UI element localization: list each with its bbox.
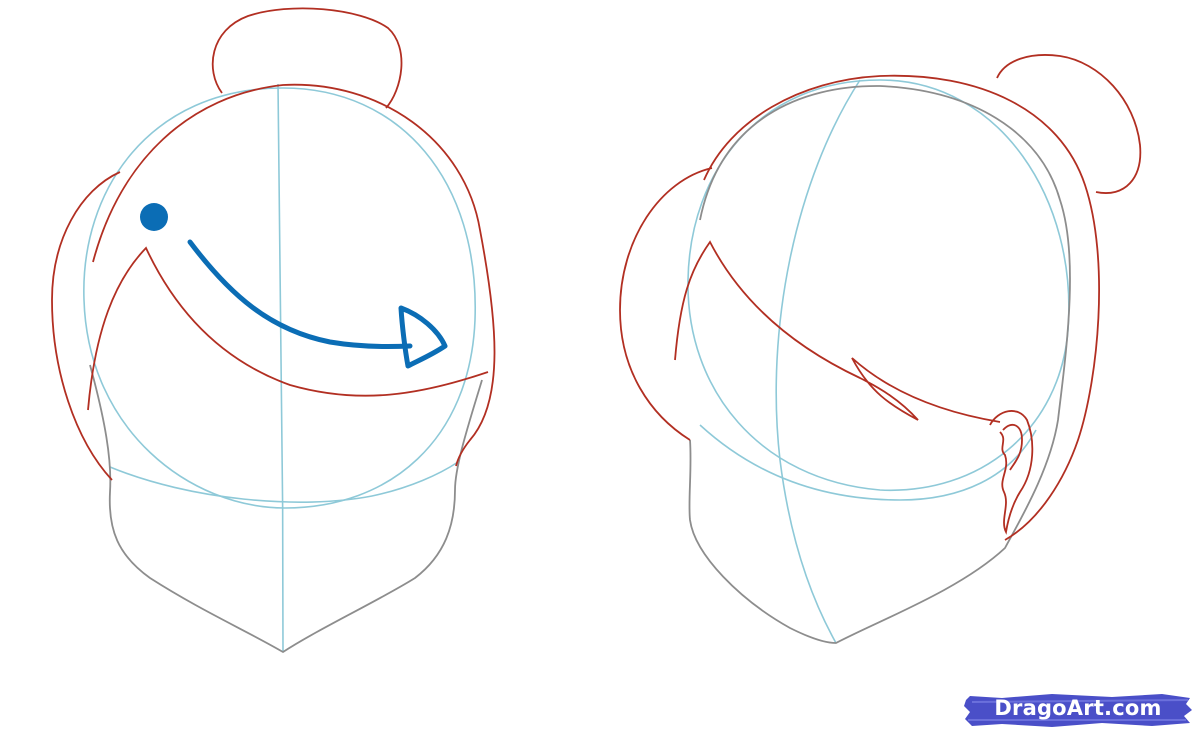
right-center-guide [775, 79, 861, 644]
left-jaw-guide [109, 461, 459, 503]
right-hair-outer-left [619, 167, 713, 441]
left-hair-bun [211, 7, 403, 109]
left-center-guide [277, 83, 284, 653]
right-face-outline [688, 85, 1071, 644]
watermark-brush-stroke [964, 694, 1192, 727]
direction-arrow [140, 203, 448, 369]
right-head-drawing [619, 54, 1142, 644]
left-hair-top-arc [92, 83, 496, 467]
arrow-start-dot [140, 203, 168, 231]
right-hair-top-arc [703, 74, 1100, 541]
right-ear-inner [1002, 423, 1023, 471]
right-hair-bun [996, 54, 1142, 194]
right-hair-bangs [674, 240, 1001, 423]
left-hair-outer-left [51, 171, 121, 481]
right-head-guide-circle [687, 79, 1070, 491]
right-ear [989, 410, 1034, 535]
dragoart-watermark: DragoArt.com [962, 690, 1194, 730]
left-hair-bangs [87, 246, 489, 411]
watermark-text: DragoArt.com [994, 696, 1162, 720]
right-jaw-guide [699, 424, 1037, 501]
arrow-head [398, 305, 448, 369]
left-face-outline [89, 364, 483, 654]
left-head-guide-circle [83, 87, 476, 509]
arrow-curve [187, 239, 413, 350]
left-head-drawing [51, 7, 496, 654]
